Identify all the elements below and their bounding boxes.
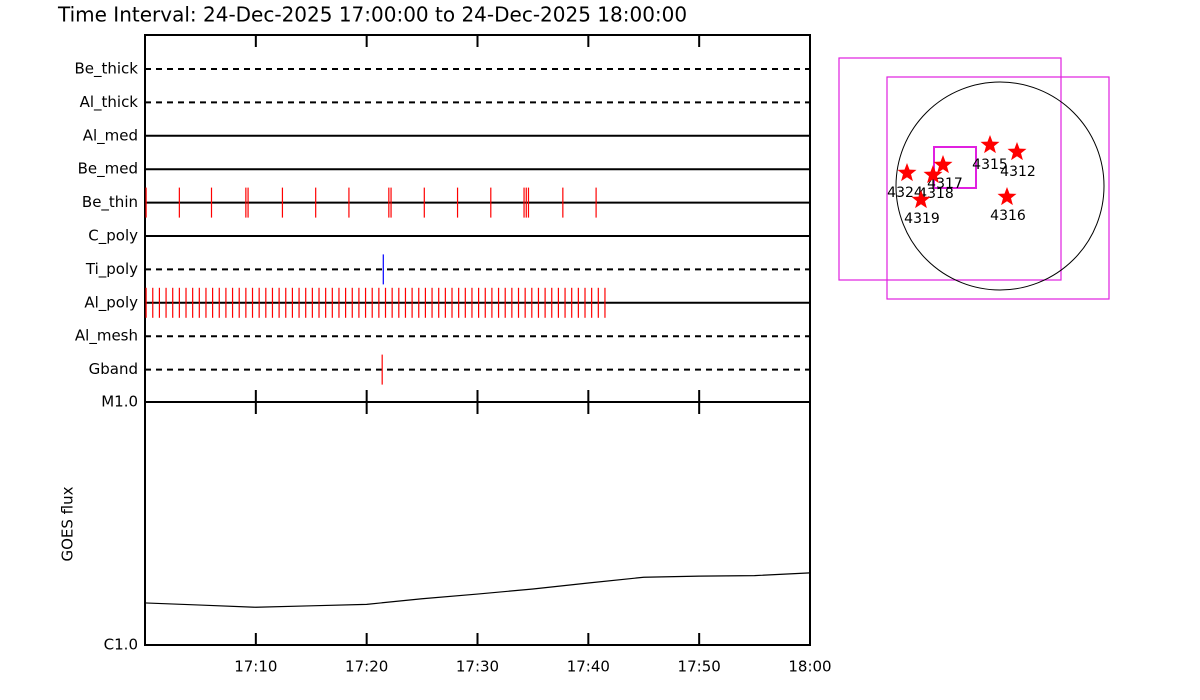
y-axis-label: GOES flux bbox=[59, 486, 77, 561]
region-label: 4315 bbox=[972, 157, 1008, 173]
fov-box bbox=[838, 57, 1062, 281]
region-star bbox=[911, 190, 931, 209]
x-tick-label: 17:50 bbox=[678, 658, 721, 676]
channel-label: Al_mesh bbox=[75, 327, 138, 346]
channel-label: Gband bbox=[89, 360, 138, 378]
channel-label: Al_thick bbox=[80, 93, 139, 112]
channel-label: Be_thick bbox=[74, 60, 138, 79]
channel-label: Al_med bbox=[83, 126, 138, 145]
channel-label: Al_poly bbox=[84, 293, 138, 312]
goes-curve bbox=[144, 572, 811, 608]
region-star bbox=[1007, 142, 1027, 161]
region-star bbox=[897, 163, 917, 182]
x-tick-label: 17:30 bbox=[456, 658, 499, 676]
fov-box bbox=[933, 146, 977, 189]
x-tick-label: 18:00 bbox=[788, 658, 831, 676]
region-label: 4316 bbox=[990, 208, 1026, 224]
region-star bbox=[923, 165, 943, 184]
region-label: 4319 bbox=[904, 211, 940, 227]
fov-box bbox=[886, 76, 1110, 300]
channel-label: C_poly bbox=[88, 227, 138, 246]
x-tick-label: 17:40 bbox=[567, 658, 610, 676]
region-star bbox=[997, 187, 1017, 206]
channel-label: Ti_poly bbox=[85, 260, 138, 279]
channel-label: Be_med bbox=[78, 160, 138, 179]
region-label: 4312 bbox=[1000, 164, 1036, 180]
y-tick-label: C1.0 bbox=[104, 636, 138, 654]
chart-title: Time Interval: 24-Dec-2025 17:00:00 to 2… bbox=[57, 3, 687, 27]
channel-label: Be_thin bbox=[82, 193, 138, 212]
region-star bbox=[933, 155, 953, 174]
x-tick-label: 17:20 bbox=[345, 658, 388, 676]
y-tick-label: M1.0 bbox=[101, 393, 138, 411]
solar-disk bbox=[895, 81, 1105, 291]
region-star bbox=[980, 135, 1000, 154]
x-tick-label: 17:10 bbox=[234, 658, 277, 676]
